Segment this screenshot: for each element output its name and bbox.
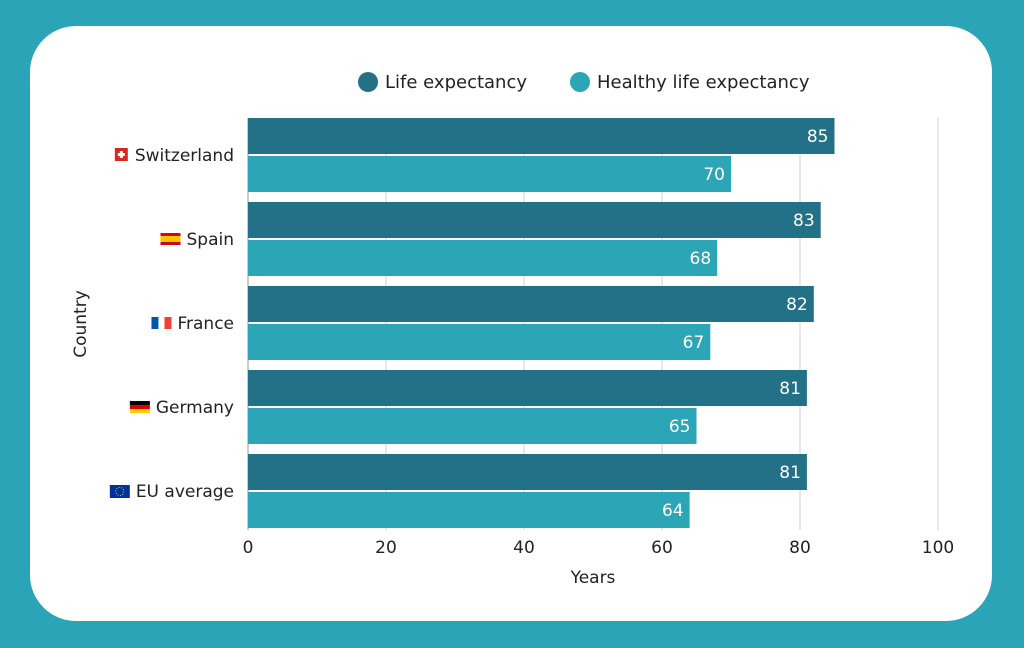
x-tick-label: 40	[513, 538, 535, 558]
data-label: 64	[662, 501, 684, 521]
bar-healthy	[248, 324, 711, 360]
legend-marker-life	[358, 72, 378, 92]
flag-germany-icon	[129, 401, 150, 413]
bar-life	[248, 118, 835, 154]
bar-life	[248, 202, 821, 238]
flag-france-icon	[151, 317, 172, 329]
data-label: 83	[793, 211, 815, 231]
data-label: 68	[690, 249, 712, 269]
data-label: 81	[779, 463, 801, 483]
category-label: Spain	[187, 230, 235, 250]
flag-spain-icon	[160, 233, 181, 245]
legend-label: Healthy life expectancy	[597, 72, 810, 93]
category-label: EU average	[136, 482, 234, 502]
bar-healthy	[248, 408, 697, 444]
category-label: Switzerland	[135, 146, 234, 166]
bar-life	[248, 454, 807, 490]
data-label: 65	[669, 417, 691, 437]
category-label: Germany	[156, 398, 234, 418]
data-label: 70	[703, 165, 725, 185]
data-label: 67	[683, 333, 705, 353]
bar-healthy	[248, 240, 718, 276]
legend-marker-healthy	[570, 72, 590, 92]
x-tick-label: 100	[922, 538, 954, 558]
x-tick-label: 80	[789, 538, 811, 558]
data-label: 82	[786, 295, 808, 315]
bar-life	[248, 286, 814, 322]
x-tick-label: 0	[243, 538, 254, 558]
legend-label: Life expectancy	[385, 72, 527, 93]
data-label: 81	[779, 379, 801, 399]
flag-switzerland-icon	[114, 148, 128, 161]
category-label: France	[177, 314, 234, 334]
bar-healthy	[248, 156, 731, 192]
data-label: 85	[807, 127, 829, 147]
bar-healthy	[248, 492, 690, 528]
y-axis-title: Country	[71, 290, 91, 358]
x-axis-title: Years	[570, 568, 616, 588]
x-tick-label: 60	[651, 538, 673, 558]
flag-eu-icon	[109, 485, 130, 498]
x-tick-label: 20	[375, 538, 397, 558]
bar-life	[248, 370, 807, 406]
